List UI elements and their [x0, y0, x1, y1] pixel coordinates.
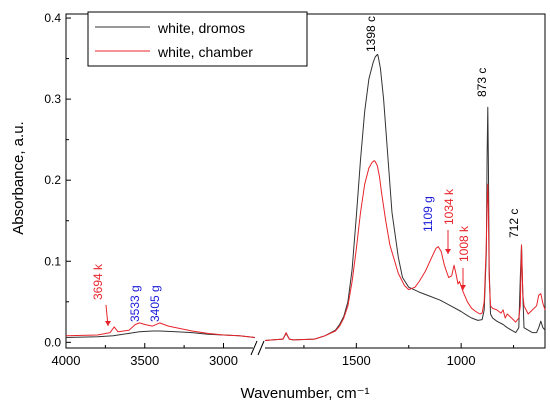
peak-label: 1034 k [442, 188, 456, 225]
y-tick-label: 0.3 [44, 92, 61, 106]
peak-label: 873 c [475, 68, 489, 97]
peak-arrowhead [445, 249, 451, 254]
peak-arrowhead [105, 321, 111, 326]
axis-break-marker [250, 340, 265, 356]
series-line-0-part-0 [65, 330, 256, 338]
peak-label: 1398 c [364, 16, 378, 52]
peak-label: 1109 g [421, 196, 435, 232]
x-axis-label: Wavenumber, cm⁻¹ [240, 385, 369, 402]
series-line-1-part-1 [261, 160, 546, 342]
peak-label: 3533 g [128, 285, 142, 322]
y-tick-label: 0.4 [44, 11, 61, 25]
y-tick-label: 0.2 [44, 173, 61, 187]
legend-label: white, dromos [157, 20, 245, 36]
axis-break-slash [257, 340, 265, 356]
peak-label: 1008 k [457, 225, 471, 262]
legend-label: white, chamber [157, 44, 253, 60]
x-tick-label: 1000 [447, 353, 476, 368]
axis-break-slash [250, 340, 258, 356]
x-tick-label: 3000 [209, 353, 238, 368]
legend: white, dromos white, chamber [87, 11, 308, 67]
x-tick-label: 1500 [342, 353, 371, 368]
series-line-1-part-0 [65, 322, 256, 338]
legend-box [87, 11, 308, 67]
series-line-0-part-1 [261, 54, 546, 342]
x-tick-label: 3500 [130, 353, 159, 368]
peak-label: 712 c [507, 209, 521, 238]
series-layer [65, 54, 546, 342]
axis-ticks: 4000 3500 3000 1500 1000 0.0 0.1 0.2 0.3 0.4 [44, 11, 515, 368]
peak-label: 3694 k [91, 263, 105, 300]
peak-label: 3405 g [148, 285, 162, 322]
y-axis-label: Absorbance, a.u. [10, 121, 27, 234]
y-tick-label: 0.0 [44, 335, 61, 349]
peak-arrowhead [460, 285, 466, 290]
y-tick-label: 0.1 [44, 254, 61, 268]
x-tick-label: 4000 [52, 353, 81, 368]
